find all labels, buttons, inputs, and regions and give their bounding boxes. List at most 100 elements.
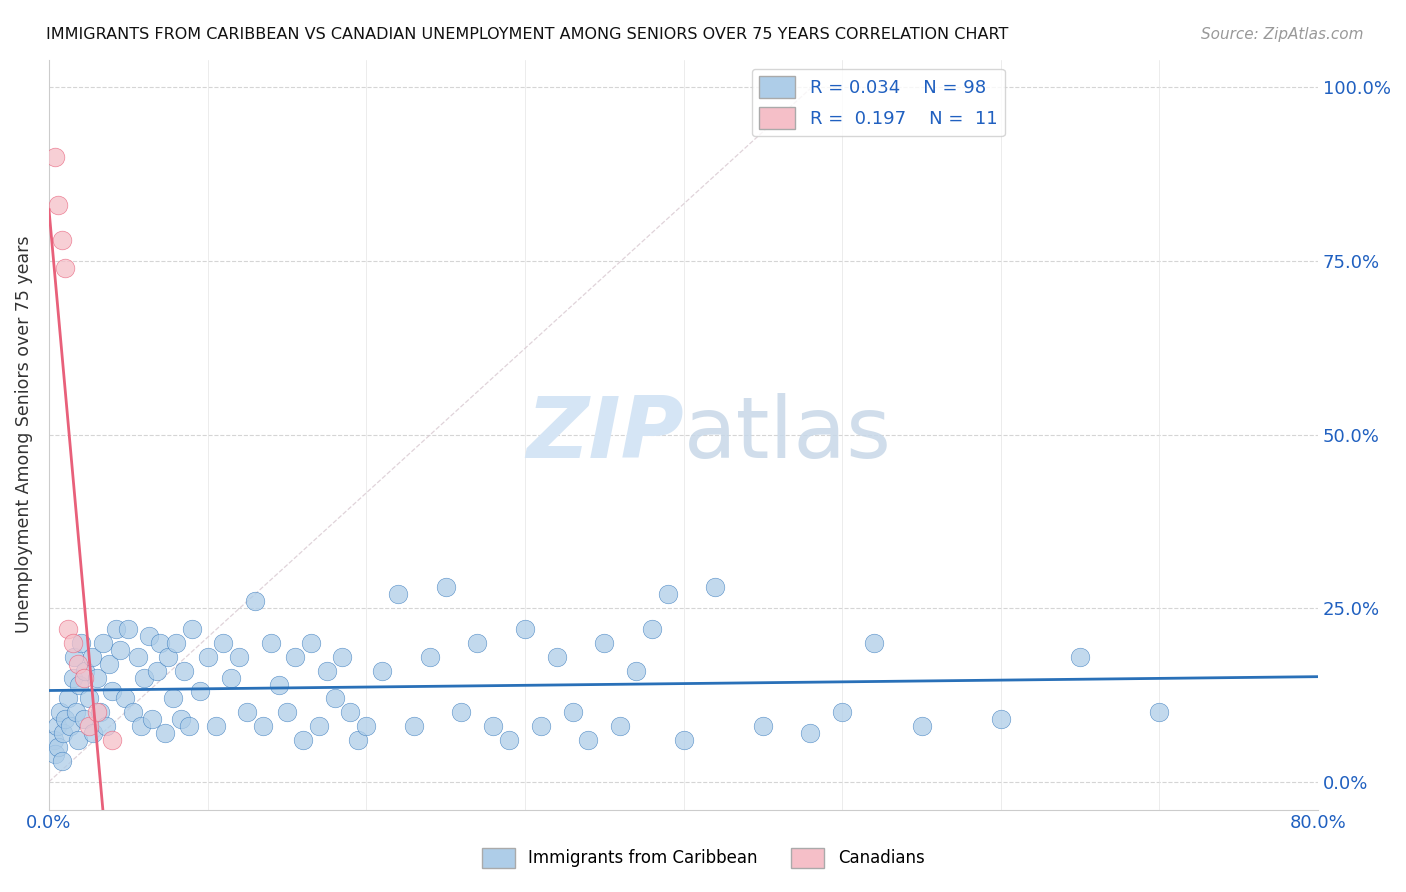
- Point: [82, 726, 104, 740]
- Point: [44, 150, 66, 164]
- Point: [86, 671, 108, 685]
- Point: [204, 719, 226, 733]
- Point: [65, 706, 87, 720]
- Point: [1069, 649, 1091, 664]
- Point: [236, 706, 259, 720]
- Point: [990, 712, 1012, 726]
- Point: [308, 719, 330, 733]
- Point: [576, 733, 599, 747]
- Point: [530, 719, 553, 733]
- Point: [94, 719, 117, 733]
- Point: [91, 636, 114, 650]
- Point: [104, 622, 127, 636]
- Legend: R = 0.034    N = 98, R =  0.197    N =  11: R = 0.034 N = 98, R = 0.197 N = 11: [752, 69, 1004, 136]
- Point: [86, 706, 108, 720]
- Point: [48, 198, 70, 212]
- Point: [641, 622, 664, 636]
- Point: [169, 712, 191, 726]
- Point: [98, 657, 121, 671]
- Point: [48, 739, 70, 754]
- Point: [332, 649, 354, 664]
- Point: [561, 706, 583, 720]
- Point: [56, 691, 79, 706]
- Point: [188, 684, 211, 698]
- Point: [1149, 706, 1171, 720]
- Point: [291, 733, 314, 747]
- Point: [315, 664, 337, 678]
- Point: [252, 719, 274, 733]
- Point: [134, 671, 156, 685]
- Point: [609, 719, 631, 733]
- Point: [419, 649, 441, 664]
- Point: [356, 719, 378, 733]
- Point: [799, 726, 821, 740]
- Text: Source: ZipAtlas.com: Source: ZipAtlas.com: [1201, 27, 1364, 42]
- Point: [56, 622, 79, 636]
- Point: [73, 712, 96, 726]
- Point: [156, 649, 179, 664]
- Point: [546, 649, 568, 664]
- Text: IMMIGRANTS FROM CARIBBEAN VS CANADIAN UNEMPLOYMENT AMONG SENIORS OVER 75 YEARS C: IMMIGRANTS FROM CARIBBEAN VS CANADIAN UN…: [46, 27, 1008, 42]
- Point: [58, 719, 80, 733]
- Text: atlas: atlas: [683, 393, 891, 476]
- Point: [434, 580, 457, 594]
- Point: [42, 733, 65, 747]
- Point: [146, 664, 169, 678]
- Point: [657, 587, 679, 601]
- Point: [513, 622, 536, 636]
- Point: [752, 719, 775, 733]
- Point: [276, 706, 298, 720]
- Point: [347, 733, 370, 747]
- Point: [117, 622, 139, 636]
- Point: [197, 649, 219, 664]
- Point: [498, 733, 520, 747]
- Point: [110, 643, 132, 657]
- Point: [66, 733, 89, 747]
- Point: [127, 649, 149, 664]
- Point: [63, 649, 86, 664]
- Point: [138, 629, 160, 643]
- Point: [73, 671, 96, 685]
- Point: [482, 719, 505, 733]
- Point: [704, 580, 727, 594]
- Point: [260, 636, 283, 650]
- Point: [284, 649, 307, 664]
- Point: [910, 719, 932, 733]
- Point: [53, 260, 76, 275]
- Point: [228, 649, 250, 664]
- Point: [114, 691, 136, 706]
- Point: [51, 233, 73, 247]
- Point: [299, 636, 322, 650]
- Point: [221, 671, 243, 685]
- Point: [44, 747, 66, 761]
- Point: [624, 664, 647, 678]
- Point: [77, 691, 100, 706]
- Point: [49, 706, 72, 720]
- Point: [212, 636, 235, 650]
- Point: [62, 636, 84, 650]
- Point: [52, 726, 75, 740]
- Legend: Immigrants from Caribbean, Canadians: Immigrants from Caribbean, Canadians: [475, 841, 931, 875]
- Point: [77, 719, 100, 733]
- Point: [101, 684, 124, 698]
- Point: [831, 706, 853, 720]
- Point: [89, 706, 111, 720]
- Point: [267, 677, 290, 691]
- Point: [863, 636, 886, 650]
- Point: [177, 719, 200, 733]
- Point: [51, 754, 73, 768]
- Point: [80, 649, 103, 664]
- Point: [450, 706, 472, 720]
- Point: [593, 636, 616, 650]
- Point: [67, 677, 90, 691]
- Point: [45, 719, 67, 733]
- Point: [122, 706, 145, 720]
- Point: [323, 691, 346, 706]
- Point: [101, 733, 124, 747]
- Text: ZIP: ZIP: [526, 393, 683, 476]
- Point: [339, 706, 361, 720]
- Point: [75, 664, 97, 678]
- Point: [402, 719, 425, 733]
- Point: [66, 657, 89, 671]
- Point: [387, 587, 409, 601]
